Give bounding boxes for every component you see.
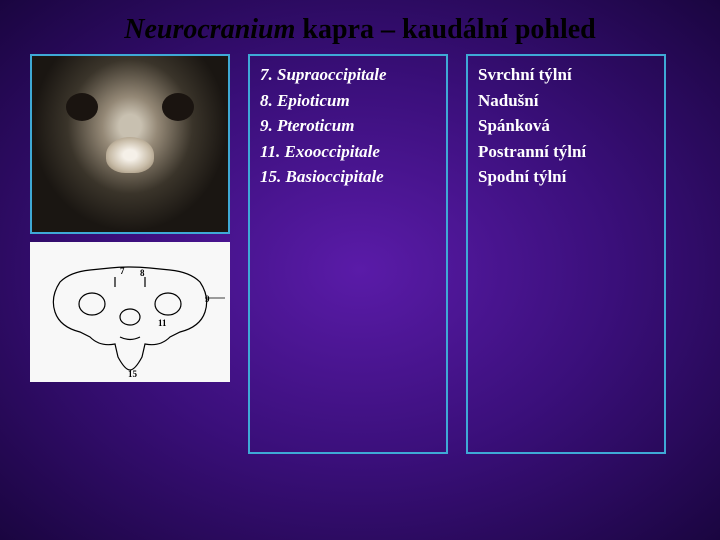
czech-item: Nadušní — [478, 88, 654, 114]
latin-item: 11. Exooccipitale — [260, 139, 436, 165]
czech-item: Postranní týlní — [478, 139, 654, 165]
latin-item: 7. Supraoccipitale — [260, 62, 436, 88]
title-italic: Neurocranium — [124, 14, 295, 45]
czech-item: Svrchní týlní — [478, 62, 654, 88]
svg-text:8: 8 — [140, 268, 145, 278]
image-column: 7 8 9 11 15 — [30, 54, 230, 454]
bone-photo-shape — [42, 65, 218, 223]
bone-center-shape — [106, 137, 154, 173]
svg-text:7: 7 — [120, 266, 125, 276]
czech-names-box: Svrchní týlní Nadušní Spánková Postranní… — [466, 54, 666, 454]
svg-text:9: 9 — [205, 294, 210, 304]
latin-item: 15. Basioccipitale — [260, 164, 436, 190]
slide-title: Neurocranium kapra – kaudální pohled — [0, 0, 720, 54]
czech-item: Spodní týlní — [478, 164, 654, 190]
svg-text:11: 11 — [158, 318, 167, 328]
skull-diagram: 7 8 9 11 15 — [30, 242, 230, 382]
latin-item: 8. Epioticum — [260, 88, 436, 114]
title-regular: kapra – kaudální pohled — [295, 14, 595, 45]
diagram-svg: 7 8 9 11 15 — [30, 242, 230, 382]
latin-item: 9. Pteroticum — [260, 113, 436, 139]
skull-photograph — [30, 54, 230, 234]
svg-text:15: 15 — [128, 369, 138, 379]
latin-names-box: 7. Supraoccipitale 8. Epioticum 9. Ptero… — [248, 54, 448, 454]
content-row: 7 8 9 11 15 7. Supraoccipitale 8. Epioti… — [0, 54, 720, 454]
czech-item: Spánková — [478, 113, 654, 139]
